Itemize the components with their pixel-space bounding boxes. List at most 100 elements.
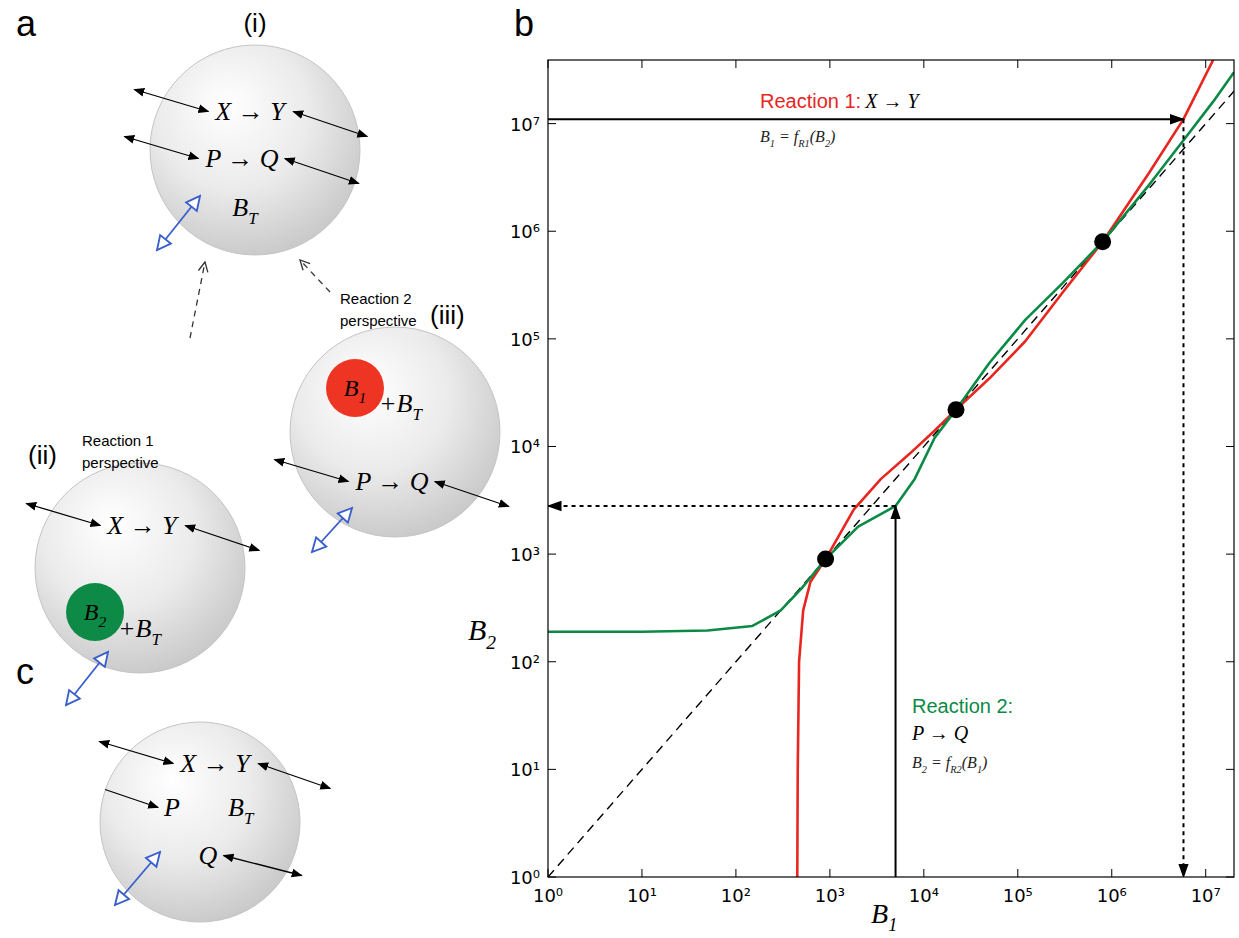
exchange-arrow <box>134 90 208 112</box>
diagonal-line <box>548 91 1234 877</box>
cell-label: (iii) <box>430 300 465 330</box>
buffer-label: B2 <box>84 599 107 630</box>
tick <box>1017 60 1018 68</box>
text-run: Q <box>199 841 218 870</box>
caption: Reaction 2 <box>340 290 412 307</box>
pool-label: +BT <box>379 389 423 424</box>
subscript: R2 <box>949 764 962 775</box>
exchange-arrow <box>258 764 330 789</box>
fixed-point <box>817 551 834 568</box>
tick-label: 10⁷ <box>1191 885 1221 906</box>
tick <box>1226 554 1234 555</box>
tick-label: 10⁵ <box>1003 885 1033 906</box>
tick <box>1226 338 1234 339</box>
tick <box>548 869 549 877</box>
tick <box>1205 60 1206 68</box>
annotation-reaction: P → Q <box>911 722 969 744</box>
text-run: P → Q <box>204 144 278 173</box>
buffer-exchange-arrow <box>312 508 352 552</box>
text-run: = f <box>775 128 801 146</box>
cell-label: (i) <box>243 8 266 38</box>
text-run: B <box>871 898 888 929</box>
text-run: B <box>912 754 922 771</box>
reaction: X → Y <box>214 97 287 126</box>
tick-label: 10⁶ <box>510 221 540 242</box>
text-run: (i) <box>243 8 266 38</box>
tick <box>1226 123 1234 124</box>
text-run: B <box>84 599 99 625</box>
buffer-exchange-arrow <box>115 852 160 905</box>
text-run: (B <box>810 128 825 146</box>
annotation-reaction: X → Y <box>864 90 920 112</box>
compartment <box>290 327 500 537</box>
perspective-arrow <box>300 260 330 292</box>
tick <box>1111 60 1112 68</box>
tick <box>1226 769 1234 770</box>
text-run: 10⁴ <box>510 436 540 457</box>
tick-label: 10² <box>510 652 540 673</box>
exchange-arrow <box>124 137 198 159</box>
buffer-exchange-arrow <box>157 196 200 250</box>
curve <box>548 72 1234 631</box>
text-run: perspective <box>82 454 159 471</box>
tick-label: 10⁰ <box>533 885 563 906</box>
tick <box>1226 446 1234 447</box>
tick <box>923 60 924 68</box>
subscript: T <box>151 630 162 649</box>
text-run: B <box>760 128 770 145</box>
annotation-title: Reaction 2: <box>912 695 1013 717</box>
text-run: (iii) <box>430 300 465 330</box>
tick <box>829 869 830 877</box>
tick <box>735 60 736 68</box>
tick <box>548 661 556 662</box>
text-run: +B <box>118 614 152 643</box>
text-run: 10⁷ <box>1191 885 1221 906</box>
tick <box>1226 231 1234 232</box>
tick-label: 10⁶ <box>1097 885 1127 906</box>
text-run: 10⁵ <box>1003 885 1033 906</box>
text-run: = f <box>927 754 953 772</box>
tick <box>548 60 549 68</box>
tick <box>548 877 556 878</box>
tick <box>1017 869 1018 877</box>
tick-label: 10⁷ <box>510 114 540 135</box>
text-run: (B <box>962 754 977 772</box>
text-run: 10¹ <box>627 885 657 906</box>
subscript: T <box>244 809 255 828</box>
exchange-arrow <box>26 504 100 526</box>
tick <box>548 554 556 555</box>
tick <box>641 869 642 877</box>
compartment <box>150 45 360 255</box>
exchange-arrow <box>435 482 509 507</box>
text-run: 10³ <box>510 544 540 565</box>
tick-label: 10³ <box>510 544 540 565</box>
map-arrow <box>548 118 1183 120</box>
text-run: 10⁶ <box>1097 885 1127 906</box>
pool-label: BT <box>232 193 259 228</box>
exchange-arrow <box>99 742 173 764</box>
caption: Reaction 1 <box>82 432 154 449</box>
tick-label: 10⁴ <box>909 885 939 906</box>
text-run: P → Q <box>911 722 969 744</box>
text-run: 10⁰ <box>510 867 540 888</box>
text-run: B <box>232 193 248 222</box>
tick-label: 10¹ <box>510 759 540 780</box>
reaction: P → Q <box>354 467 428 496</box>
species: P <box>163 793 180 822</box>
tick-label: 10⁰ <box>510 867 540 888</box>
text-run: 10⁴ <box>909 885 939 906</box>
tick-label: 10⁵ <box>510 329 540 350</box>
map-arrow <box>895 506 897 877</box>
buffer-label: B1 <box>344 375 366 406</box>
text-run: B <box>344 375 359 401</box>
text-run: P → Q <box>354 467 428 496</box>
caption: perspective <box>82 454 159 471</box>
annotation-formula: B2 = fR2(B1) <box>912 754 987 775</box>
map-arrow <box>548 505 896 507</box>
exchange-arrow <box>105 790 158 808</box>
text-run: 10⁷ <box>510 114 540 135</box>
tick <box>641 60 642 68</box>
exchange-arrow <box>285 159 359 184</box>
text-run: ) <box>829 128 835 146</box>
map-arrow <box>1182 119 1184 877</box>
